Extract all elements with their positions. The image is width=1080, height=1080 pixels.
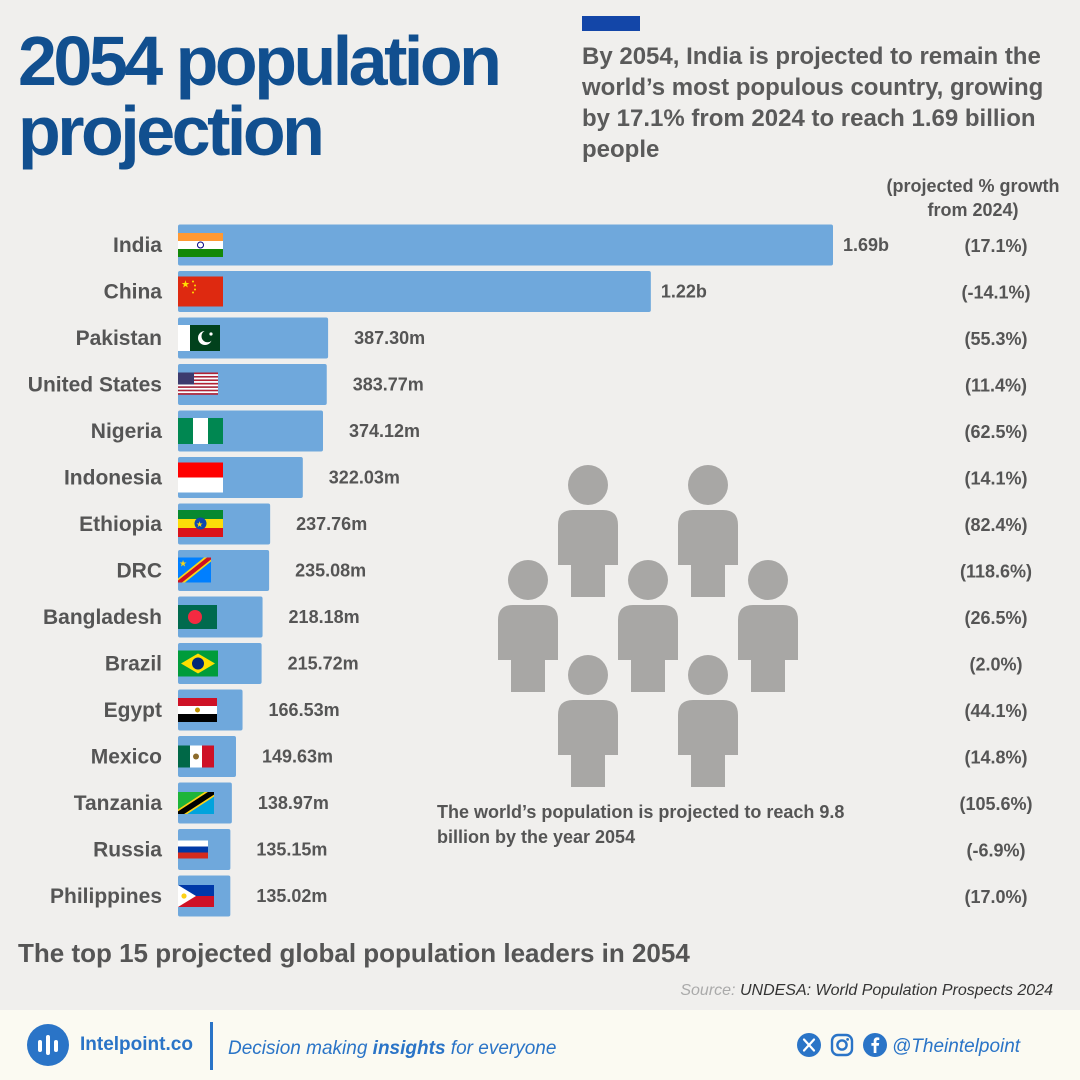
source-prefix: Source:: [680, 982, 736, 999]
source-text: UNDESA: World Population Prospects 2024: [739, 982, 1053, 999]
growth-label: (-14.1%): [961, 283, 1030, 303]
bangladesh-flag-icon: [178, 605, 217, 629]
tanzania-flag-icon: [178, 792, 214, 814]
category-label: Brazil: [105, 653, 162, 676]
accent-bar: [582, 16, 640, 31]
philippines-flag-icon: [178, 885, 214, 907]
value-label: 149.63m: [262, 747, 333, 767]
value-label: 135.02m: [256, 886, 327, 906]
growth-label: (11.4%): [965, 376, 1027, 396]
growth-label: (105.6%): [959, 794, 1032, 814]
facebook-icon[interactable]: [863, 1033, 887, 1057]
indonesia-flag-icon: [178, 462, 223, 493]
growth-label: (55.3%): [964, 329, 1027, 349]
value-label: 166.53m: [269, 700, 340, 720]
category-label: Nigeria: [91, 420, 163, 443]
value-label: 237.76m: [296, 514, 367, 534]
category-label: Tanzania: [74, 792, 163, 815]
growth-label: (2.0%): [969, 655, 1022, 675]
growth-label: (17.0%): [964, 887, 1027, 907]
pakistan-flag-icon: [178, 325, 220, 351]
x-icon[interactable]: [797, 1033, 821, 1057]
united-states-flag-icon: [178, 372, 218, 395]
value-label: 135.15m: [256, 840, 327, 860]
growth-label: (82.4%): [964, 515, 1027, 535]
tagline-start: Decision making: [228, 1038, 373, 1059]
growth-column-header: (projected % growth from 2024): [886, 176, 1060, 220]
category-label: Ethiopia: [79, 513, 162, 536]
bar-chart: India 1.69b (17.1%) ★ China 1.22b (-14.1%) Paki…: [28, 224, 1033, 917]
category-label: Russia: [93, 839, 162, 862]
subtitle: By 2054, India is projected to remain th…: [582, 43, 1044, 163]
drc-flag-icon: ★: [178, 557, 211, 583]
category-label: Philippines: [50, 885, 162, 908]
intelpoint-logo-icon[interactable]: [27, 1024, 69, 1066]
brazil-flag-icon: [178, 650, 218, 677]
value-label: 215.72m: [288, 654, 359, 674]
category-label: India: [113, 234, 162, 257]
tagline-emphasis: insights: [372, 1038, 446, 1059]
growth-label: (17.1%): [964, 236, 1027, 256]
growth-label: (-6.9%): [966, 841, 1025, 861]
brand-link[interactable]: Intelpoint.co: [80, 1034, 193, 1055]
tagline: Decision making insights for everyone: [228, 1038, 556, 1060]
value-label: 138.97m: [258, 793, 329, 813]
russia-flag-icon: [178, 840, 208, 859]
growth-label: (118.6%): [960, 562, 1032, 582]
egypt-flag-icon: [178, 698, 217, 722]
people-group-icon: [498, 465, 798, 787]
growth-label: (26.5%): [964, 608, 1027, 628]
footer: Intelpoint.co Decision making insights f…: [0, 1010, 1080, 1080]
footer-divider: [210, 1022, 213, 1070]
value-label: 322.03m: [329, 468, 400, 488]
value-label: 374.12m: [349, 421, 420, 441]
category-label: United States: [28, 374, 162, 397]
svg-text:★: ★: [181, 280, 190, 291]
svg-text:★: ★: [196, 520, 203, 529]
bar-1: [178, 271, 651, 312]
ethiopia-flag-icon: ★: [178, 510, 223, 537]
value-label: 218.18m: [289, 607, 360, 627]
category-label: Indonesia: [64, 467, 162, 490]
population-callout: The world’s population is projected to r…: [437, 802, 845, 847]
category-label: China: [104, 281, 163, 304]
svg-text:★: ★: [179, 560, 187, 570]
growth-label: (14.1%): [964, 469, 1027, 489]
category-label: Egypt: [104, 699, 162, 722]
value-label: 1.69b: [843, 235, 889, 255]
value-label: 235.08m: [295, 561, 366, 581]
value-label: 1.22b: [661, 282, 707, 302]
india-flag-icon: [178, 233, 223, 257]
social-handle[interactable]: @Theintelpoint: [892, 1036, 1021, 1057]
value-label: 387.30m: [354, 328, 425, 348]
instagram-icon[interactable]: [830, 1033, 854, 1057]
tagline-end: for everyone: [445, 1038, 557, 1059]
bar-0: [178, 224, 833, 266]
category-label: Pakistan: [76, 327, 162, 350]
chart-footnote: The top 15 projected global population l…: [18, 938, 690, 968]
category-label: Mexico: [91, 746, 162, 769]
category-label: DRC: [117, 560, 163, 583]
growth-label: (14.8%): [964, 748, 1027, 768]
china-flag-icon: ★: [178, 276, 223, 307]
page-title: 2054 population projection: [18, 22, 502, 170]
social-links: [797, 1033, 887, 1057]
growth-label: (44.1%): [964, 701, 1027, 721]
nigeria-flag-icon: [178, 418, 223, 444]
value-label: 383.77m: [353, 375, 424, 395]
category-label: Bangladesh: [43, 606, 162, 629]
source-line: Source: UNDESA: World Population Prospec…: [680, 982, 1053, 1000]
growth-label: (62.5%): [964, 422, 1027, 442]
mexico-flag-icon: [178, 745, 214, 768]
